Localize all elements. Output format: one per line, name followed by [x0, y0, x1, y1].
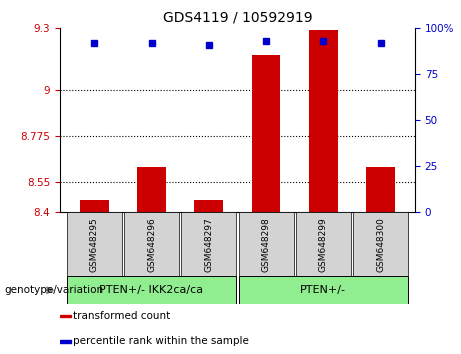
Bar [124, 212, 179, 276]
Bar [195, 200, 223, 212]
Text: percentile rank within the sample: percentile rank within the sample [73, 336, 248, 346]
Bar [67, 276, 236, 304]
Text: GSM648296: GSM648296 [147, 217, 156, 272]
Bar [252, 55, 280, 212]
Bar [60, 340, 71, 343]
Bar [238, 212, 294, 276]
Bar [366, 167, 395, 212]
Bar [296, 212, 351, 276]
Bar [137, 167, 166, 212]
Bar [238, 276, 408, 304]
Text: transformed count: transformed count [73, 311, 170, 321]
Bar [309, 30, 337, 212]
Bar [181, 212, 236, 276]
Text: GSM648295: GSM648295 [90, 217, 99, 272]
Text: PTEN+/-: PTEN+/- [300, 285, 346, 295]
Text: GSM648297: GSM648297 [204, 217, 213, 272]
Text: genotype/variation: genotype/variation [5, 285, 104, 295]
Bar [80, 200, 109, 212]
Bar [353, 212, 408, 276]
Title: GDS4119 / 10592919: GDS4119 / 10592919 [163, 10, 312, 24]
Bar [67, 212, 122, 276]
Text: GSM648298: GSM648298 [261, 217, 271, 272]
Text: PTEN+/- IKK2ca/ca: PTEN+/- IKK2ca/ca [100, 285, 204, 295]
Bar [60, 315, 71, 317]
Text: GSM648300: GSM648300 [376, 217, 385, 272]
Text: GSM648299: GSM648299 [319, 217, 328, 272]
